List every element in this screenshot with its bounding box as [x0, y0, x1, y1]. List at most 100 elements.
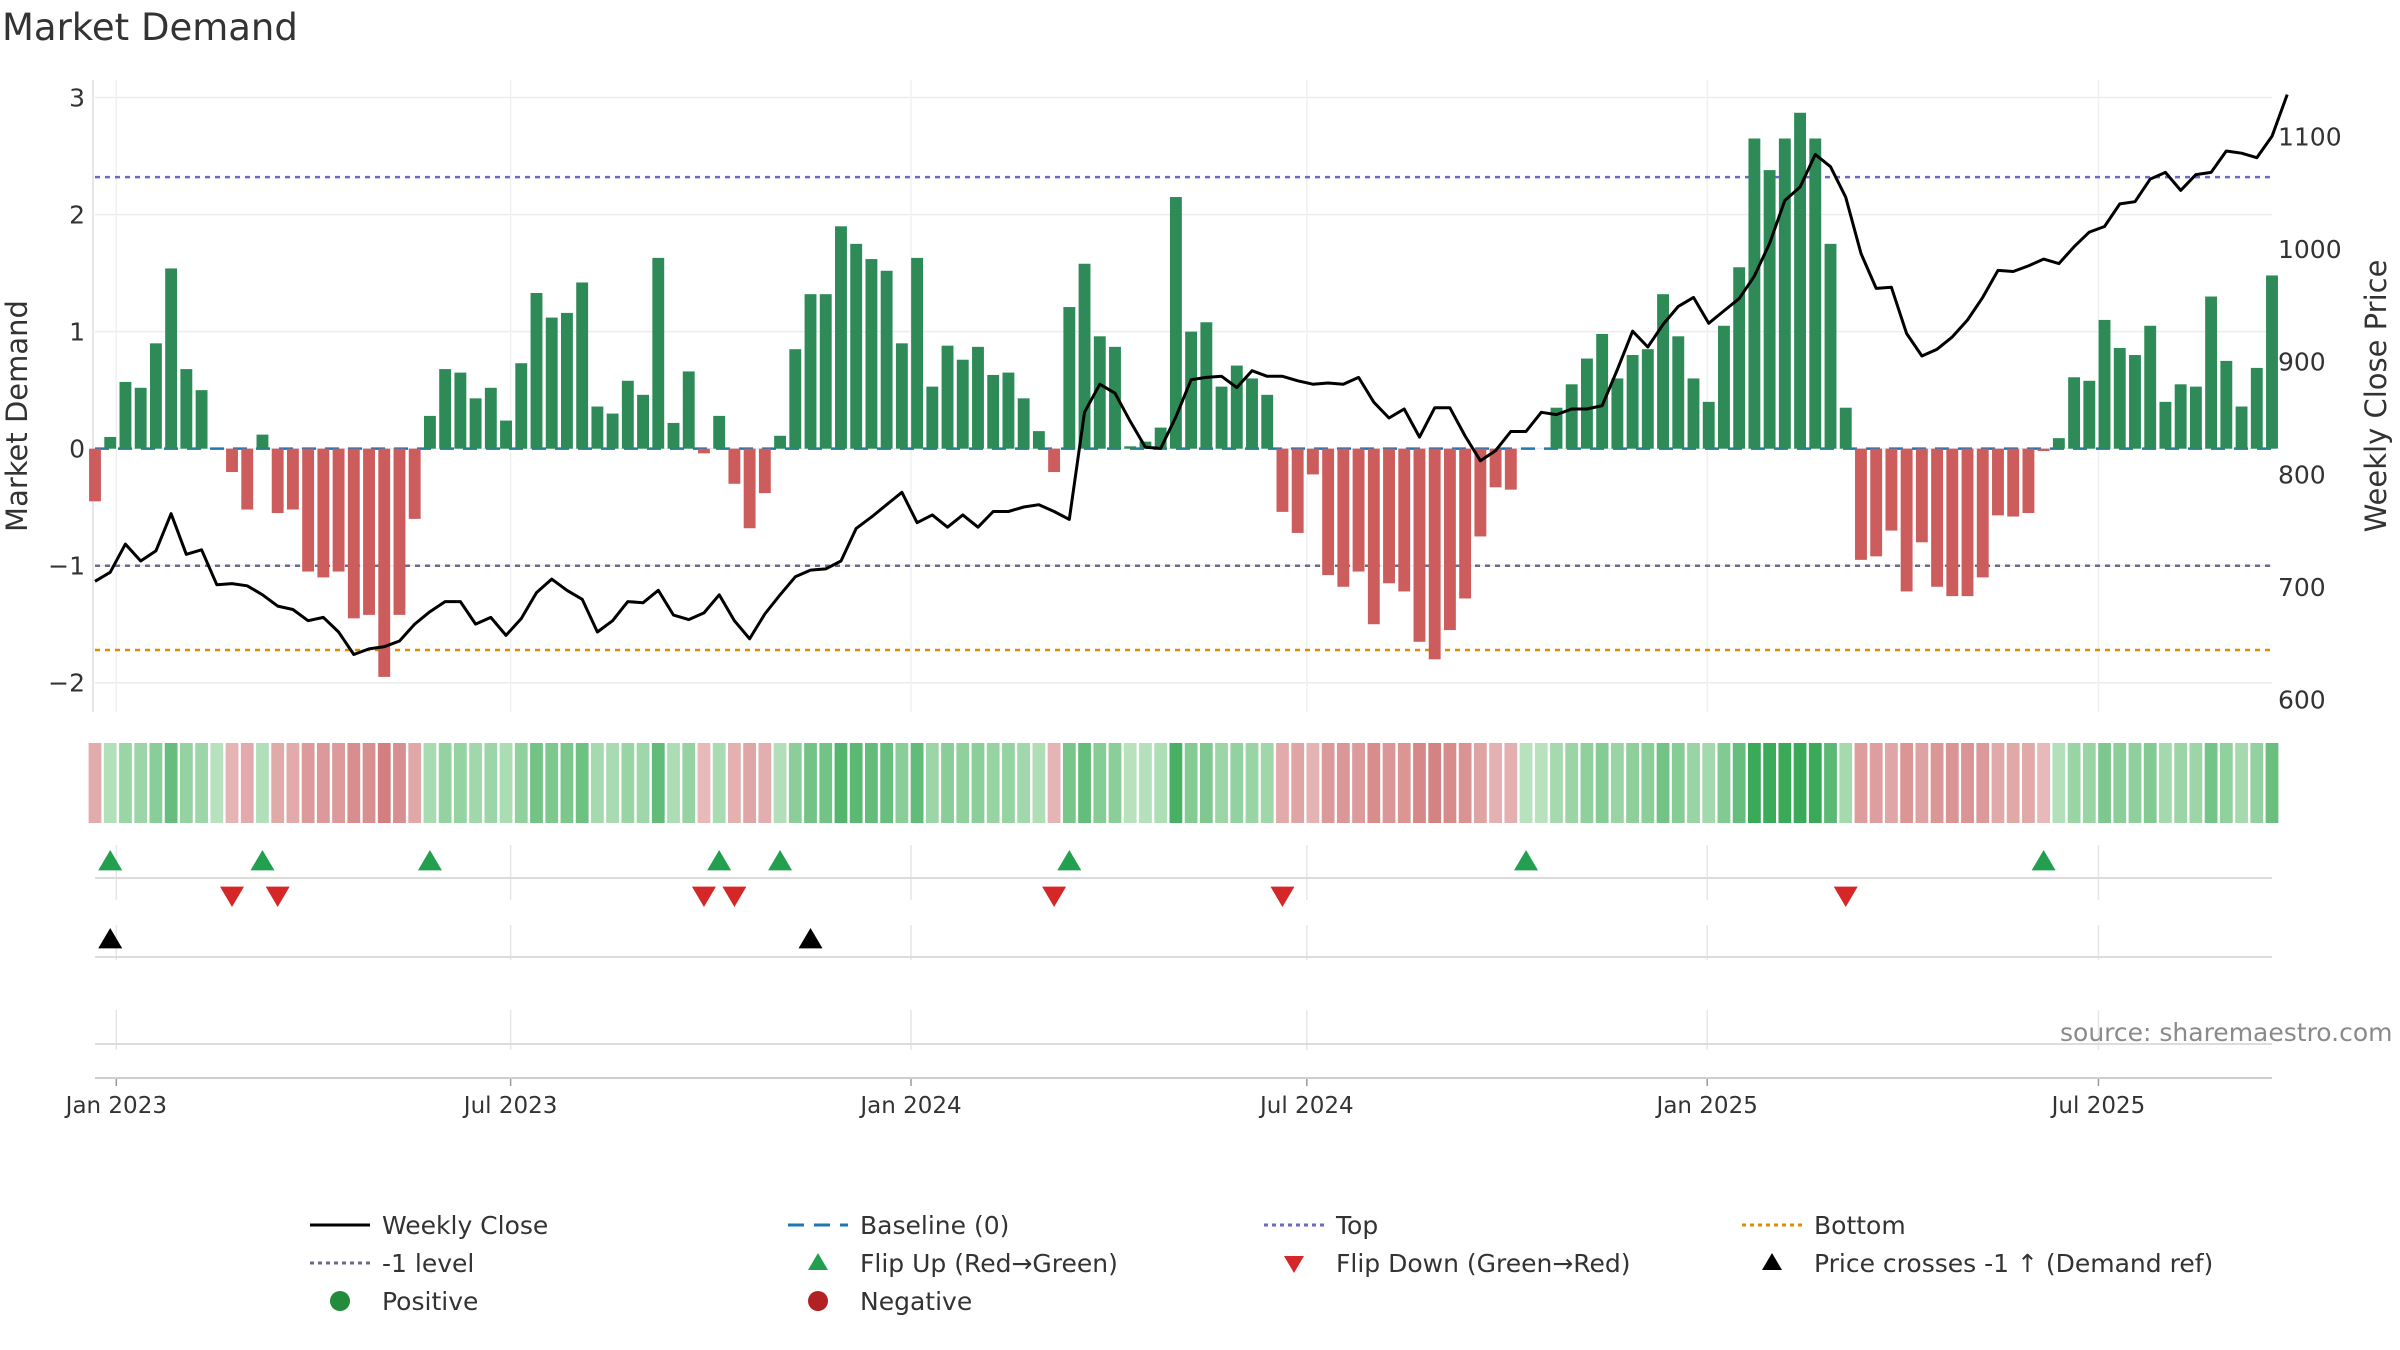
demand-bar-negative	[1976, 448, 1989, 578]
heat-cell	[1002, 743, 1015, 823]
triangle-up-icon	[1762, 1253, 1782, 1270]
demand-bar-positive	[941, 345, 954, 449]
demand-bar-positive	[2266, 275, 2278, 449]
x-tick-label: Jul 2023	[462, 1093, 558, 1119]
heat-cell	[195, 743, 208, 823]
heat-cell	[1671, 743, 1685, 823]
demand-bar-positive	[819, 294, 832, 449]
heat-cell	[134, 743, 148, 823]
x-tick-label: Jul 2025	[2050, 1093, 2146, 1119]
demand-bar-positive	[560, 312, 573, 449]
heat-cell	[575, 743, 589, 823]
legend-item-negative: Negative	[778, 1284, 972, 1318]
heat-cell	[1504, 743, 1518, 823]
demand-bar-negative	[2022, 448, 2035, 514]
demand-bar-positive	[713, 415, 726, 449]
heat-cell	[119, 743, 132, 823]
heat-cell	[1443, 743, 1457, 823]
demand-bar-positive	[1550, 407, 1563, 449]
demand-bar-negative	[332, 448, 345, 572]
flip-down-marker	[1270, 886, 1295, 907]
demand-bar-positive	[180, 369, 193, 449]
demand-bar-negative	[758, 448, 771, 494]
heat-cell	[834, 743, 848, 823]
heat-cell	[1336, 743, 1350, 823]
heat-cell	[1199, 743, 1213, 823]
heat-cell	[1245, 743, 1259, 823]
demand-bar-positive	[256, 434, 269, 449]
demand-bar-negative	[1291, 448, 1304, 533]
heat-cell	[1991, 743, 2005, 823]
heat-cell	[1702, 743, 1716, 823]
price-line-layer	[94, 94, 2289, 656]
heat-cell	[499, 743, 513, 823]
heat-cell	[1534, 743, 1548, 823]
heat-cell	[2052, 743, 2066, 823]
heat-cell	[1489, 743, 1502, 823]
demand-bar-positive	[469, 398, 482, 449]
weekly-close-line	[94, 94, 2289, 656]
demand-bar-positive	[926, 386, 939, 449]
y-tick-label-right: 600	[2278, 686, 2326, 715]
demand-bar-positive	[1778, 138, 1791, 449]
demand-bar-negative	[1915, 448, 1928, 543]
x-tick-label: Jan 2023	[64, 1093, 167, 1119]
demand-bar-positive	[1261, 394, 1274, 449]
flip-up-marker	[1057, 850, 1082, 871]
flip-down-marker	[220, 886, 245, 907]
demand-bar-positive	[1032, 431, 1045, 449]
flip-up-marker	[1514, 850, 1539, 871]
heat-cell	[667, 743, 680, 823]
demand-bar-negative	[1306, 448, 1319, 475]
circle-icon	[808, 1291, 828, 1311]
heat-cell	[1078, 743, 1091, 823]
heat-cell	[1123, 743, 1137, 823]
demand-bar-positive	[1657, 294, 1669, 449]
heat-cell	[347, 743, 361, 823]
heat-cell	[925, 743, 939, 823]
demand-bar-positive	[1565, 384, 1578, 449]
triangle-down-icon	[1284, 1256, 1304, 1273]
demand-bar-positive	[2083, 380, 2096, 449]
heat-cell	[712, 743, 726, 823]
heat-cell	[301, 743, 315, 823]
demand-bar-positive	[1702, 401, 1715, 449]
demand-bar-negative	[728, 448, 741, 484]
demand-bar-positive	[1794, 112, 1807, 449]
heat-cell	[1945, 743, 1959, 823]
demand-bar-negative	[1322, 448, 1335, 576]
heat-cell	[2022, 743, 2035, 823]
demand-bar-positive	[1718, 325, 1730, 449]
heat-cell	[514, 743, 528, 823]
legend: Weekly Close Baseline (0) Top Bottom -1 …	[300, 1208, 2280, 1328]
demand-bar-negative	[1367, 448, 1380, 625]
y-axis-title-left: Market Demand	[0, 300, 34, 532]
heat-cell	[1291, 743, 1305, 823]
y-tick-label-left: 3	[69, 84, 85, 113]
heat-strip	[88, 743, 2279, 823]
demand-bar-negative	[1443, 448, 1456, 631]
heat-cell	[2219, 743, 2233, 823]
demand-bar-positive	[2098, 319, 2111, 449]
heat-cell	[164, 743, 178, 823]
heat-cell	[606, 743, 620, 823]
heat-cell	[2098, 743, 2111, 823]
chart-svg: 3 2 1 0 −1 −2 1100 1000 900 800 700 600 Jan 2023 Jul …	[0, 80, 2393, 1119]
heat-cell	[1839, 743, 1853, 823]
price-cross-marker	[98, 928, 123, 949]
axis-labels: 3 2 1 0 −1 −2 1100 1000 900 800 700 600 Jan 2023 Jul …	[0, 84, 2393, 1119]
heat-cell	[1108, 743, 1122, 823]
heat-cell	[1519, 743, 1533, 823]
heat-cell	[895, 743, 909, 823]
demand-bar-positive	[835, 226, 847, 449]
demand-bar-positive	[2235, 406, 2248, 449]
legend-item-minus1-level: -1 level	[300, 1246, 474, 1280]
heat-cell	[941, 743, 954, 823]
legend-item-top: Top	[1254, 1208, 1378, 1242]
legend-label: Positive	[382, 1286, 479, 1316]
demand-bar-positive	[1748, 138, 1761, 449]
heat-cell	[149, 743, 163, 823]
demand-bar-positive	[165, 268, 178, 449]
heat-cell	[1139, 743, 1152, 823]
demand-bar-positive	[667, 422, 680, 449]
